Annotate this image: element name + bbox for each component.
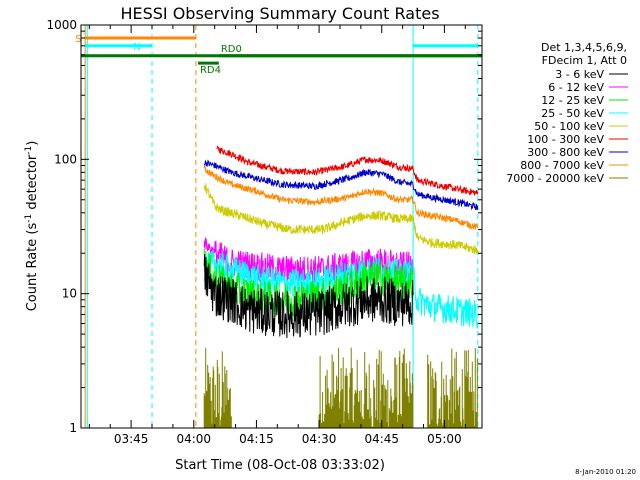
chart-title: HESSI Observing Summary Count Rates [120,4,439,23]
y-tick-label-3: 1000 [46,18,77,32]
data-series-line-7 [203,253,414,339]
background-series-segment-0 [203,347,232,428]
data-series-line-1 [203,159,479,211]
state-bar-label-1: N [133,42,140,53]
x-tick-label-4: 04:45 [364,432,399,446]
y-axis-label-sup1: -1 [24,214,34,223]
y-axis-label-end: ) [25,141,40,146]
legend-label-5: 100 - 300 keV [527,133,604,146]
legend-label-6: 300 - 800 keV [527,146,604,159]
y-axis-label: Count Rate (s-1 detector-1) [24,141,40,312]
x-tick-label-5: 05:00 [427,432,462,446]
x-axis-label: Start Time (08-Oct-08 03:33:02) [175,458,385,473]
state-bar-label-5: RD0 [221,44,242,55]
data-series-line-2 [203,164,479,230]
data-series-line-0 [216,145,479,196]
data-series-line-3 [203,183,479,255]
data-series [84,25,479,428]
x-tick-label-3: 04:30 [302,432,337,446]
legend-label-3: 25 - 50 keV [541,107,604,120]
legend-label-1: 6 - 12 keV [548,81,604,94]
legend-label-4: 50 - 100 keV [534,120,604,133]
y-axis-label-mid: detector [25,154,40,214]
plot-frame [80,24,483,429]
y-axis-label-sup2: -1 [24,146,34,155]
legend-label-7: 800 - 7000 keV [520,159,604,172]
y-tick-label-0: 1 [69,421,77,435]
state-bar-label-4: RD4 [200,65,221,76]
legend-header-0: Det 1,3,4,5,6,9, [541,41,627,54]
x-tick-label-2: 04:15 [239,432,274,446]
legend-label-2: 12 - 25 keV [541,94,604,107]
state-bar-label-0: S [75,34,81,45]
background-series-segment-2 [427,348,478,428]
footer-date: 8-Jan-2010 01:20 [575,468,636,476]
legend-label-0: 3 - 6 keV [555,68,604,81]
legend: Det 1,3,4,5,6,9,FDecim 1, Att 03 - 6 keV… [506,41,628,185]
legend-header-1: FDecim 1, Att 0 [542,54,627,67]
axes: 03:45 04:00 04:15 04:30 04:45 05:00 1 10 100 1000 [46,18,482,446]
y-tick-label-1: 10 [62,287,77,301]
x-tick-label-1: 04:00 [176,432,211,446]
legend-label-8: 7000 - 20000 keV [506,172,604,185]
y-axis-label-main: Count Rate (s [25,223,40,312]
x-tick-label-0: 03:45 [114,432,149,446]
y-tick-label-2: 100 [54,152,77,166]
